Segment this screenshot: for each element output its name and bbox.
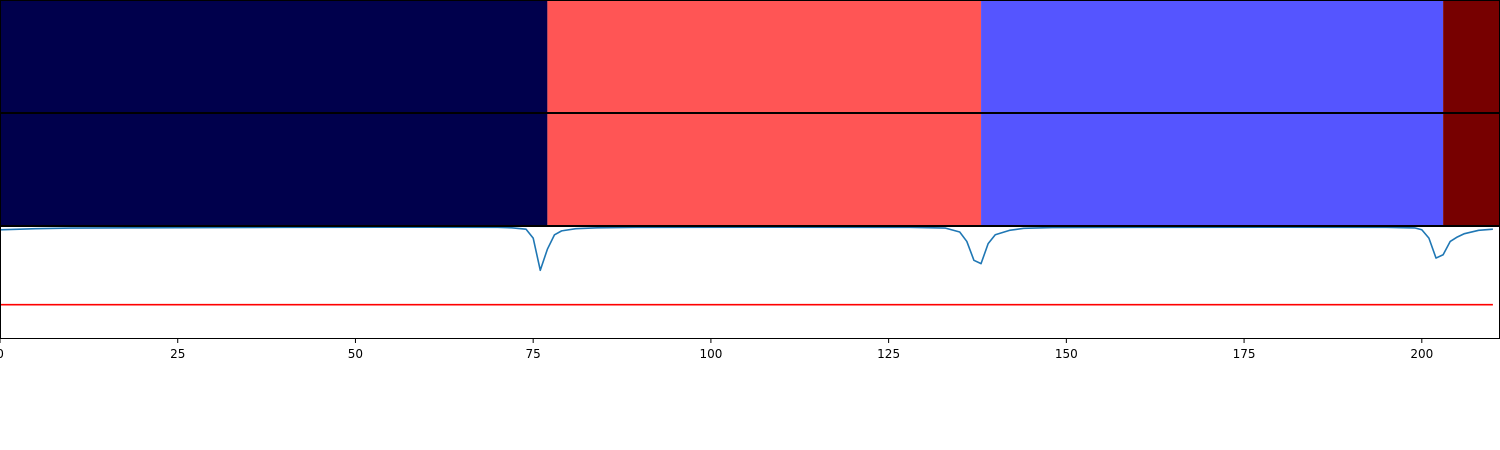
x-tick-label-100: 100 bbox=[699, 347, 722, 361]
row2-segment-2 bbox=[547, 114, 982, 225]
row2-segment-1 bbox=[0, 114, 548, 225]
x-tick-label-75: 75 bbox=[526, 347, 541, 361]
row1-segment-2 bbox=[547, 1, 982, 112]
x-tick-label-0: 0 bbox=[0, 347, 4, 361]
x-tick-label-50: 50 bbox=[348, 347, 363, 361]
row1-segment-1 bbox=[0, 1, 548, 112]
row2-segment-4 bbox=[1443, 114, 1500, 225]
x-tick-label-200: 200 bbox=[1410, 347, 1433, 361]
row1-segment-3 bbox=[981, 1, 1444, 112]
x-tick-label-125: 125 bbox=[877, 347, 900, 361]
x-tick-label-150: 150 bbox=[1055, 347, 1078, 361]
row1-segment-4 bbox=[1443, 1, 1500, 112]
confidence-line bbox=[0, 226, 1493, 272]
plot-frame bbox=[0, 226, 1500, 339]
x-tick-label-25: 25 bbox=[170, 347, 185, 361]
x-axis: 0 25 50 75 100 125 150 175 200 bbox=[0, 338, 1433, 361]
confidence-plot bbox=[0, 226, 1493, 306]
row2-segment-3 bbox=[981, 114, 1444, 225]
segmentation-row-1 bbox=[0, 1, 1500, 112]
segmentation-row-2 bbox=[0, 114, 1500, 225]
x-tick-label-175: 175 bbox=[1233, 347, 1256, 361]
